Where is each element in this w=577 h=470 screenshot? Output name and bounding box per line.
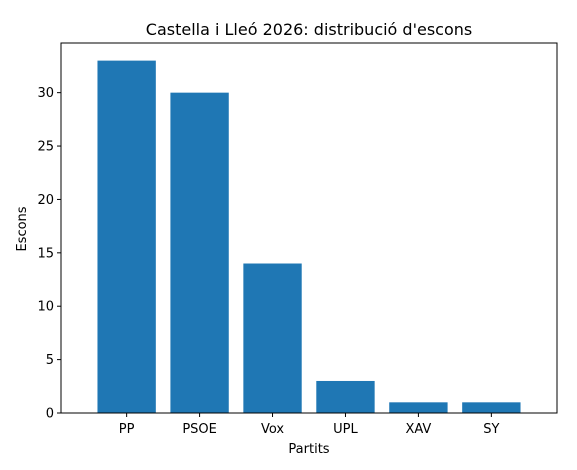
bar-psoe [170,92,229,413]
y-tick-label: 10 [37,300,54,315]
x-tick-label: PP [119,422,135,437]
y-tick-label: 5 [46,353,54,368]
bar-pp [97,60,156,413]
x-tick-label: XAV [405,422,431,437]
x-tick-label: PSOE [182,422,217,437]
plot-frame [60,42,558,414]
y-tick-label: 20 [37,193,54,208]
y-axis-ticks: 0 5 10 15 20 25 30 [37,86,61,422]
y-tick-label: 15 [37,246,54,261]
x-axis-ticks: PP PSOE Vox UPL XAV SY [119,413,500,437]
x-axis-label: Partits [288,442,329,457]
bar-sy [462,402,521,413]
bars-group [97,60,521,413]
y-tick-label: 25 [37,140,54,155]
bar-xav [389,402,448,413]
y-tick-label: 30 [37,86,54,101]
y-axis-label: Escons [15,206,30,251]
x-tick-label: SY [483,422,499,437]
bar-vox [243,263,302,413]
y-tick-label: 0 [46,407,54,422]
chart-title: Castella i Lleó 2026: distribució d'esco… [146,20,472,39]
x-tick-label: UPL [333,422,358,437]
x-tick-label: Vox [261,422,284,437]
bar-upl [316,380,375,413]
